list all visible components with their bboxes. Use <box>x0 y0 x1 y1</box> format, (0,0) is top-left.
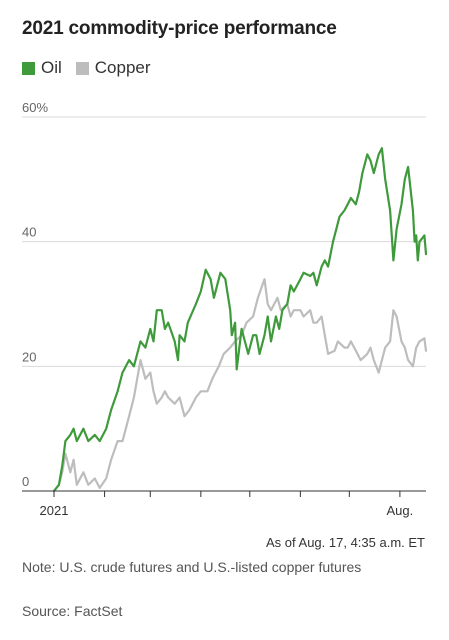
y-tick-label: 60% <box>22 100 48 115</box>
legend-item-oil: Oil <box>22 58 62 78</box>
y-tick-label: 0 <box>22 474 29 489</box>
line-chart: 0 20 40 60% 2021 Aug. <box>22 100 428 518</box>
chart-source: Source: FactSet <box>22 603 123 619</box>
series-line-copper <box>52 278 428 493</box>
y-tick-label: 40 <box>22 225 36 240</box>
legend-label-copper: Copper <box>94 58 151 77</box>
x-tick-label: 2021 <box>40 503 69 518</box>
chart-legend: Oil Copper <box>22 58 165 78</box>
legend-swatch-oil <box>22 61 35 75</box>
series-line-oil <box>52 147 428 493</box>
legend-label-oil: Oil <box>41 58 62 77</box>
legend-item-copper: Copper <box>75 58 151 78</box>
y-tick-label: 20 <box>22 349 36 364</box>
chart-title: 2021 commodity-price performance <box>22 18 337 39</box>
as-of-timestamp: As of Aug. 17, 4:35 a.m. ET <box>266 535 425 550</box>
chart-note: Note: U.S. crude futures and U.S.-listed… <box>22 559 362 575</box>
legend-swatch-copper <box>75 61 89 75</box>
x-tick-label: Aug. <box>387 503 414 518</box>
